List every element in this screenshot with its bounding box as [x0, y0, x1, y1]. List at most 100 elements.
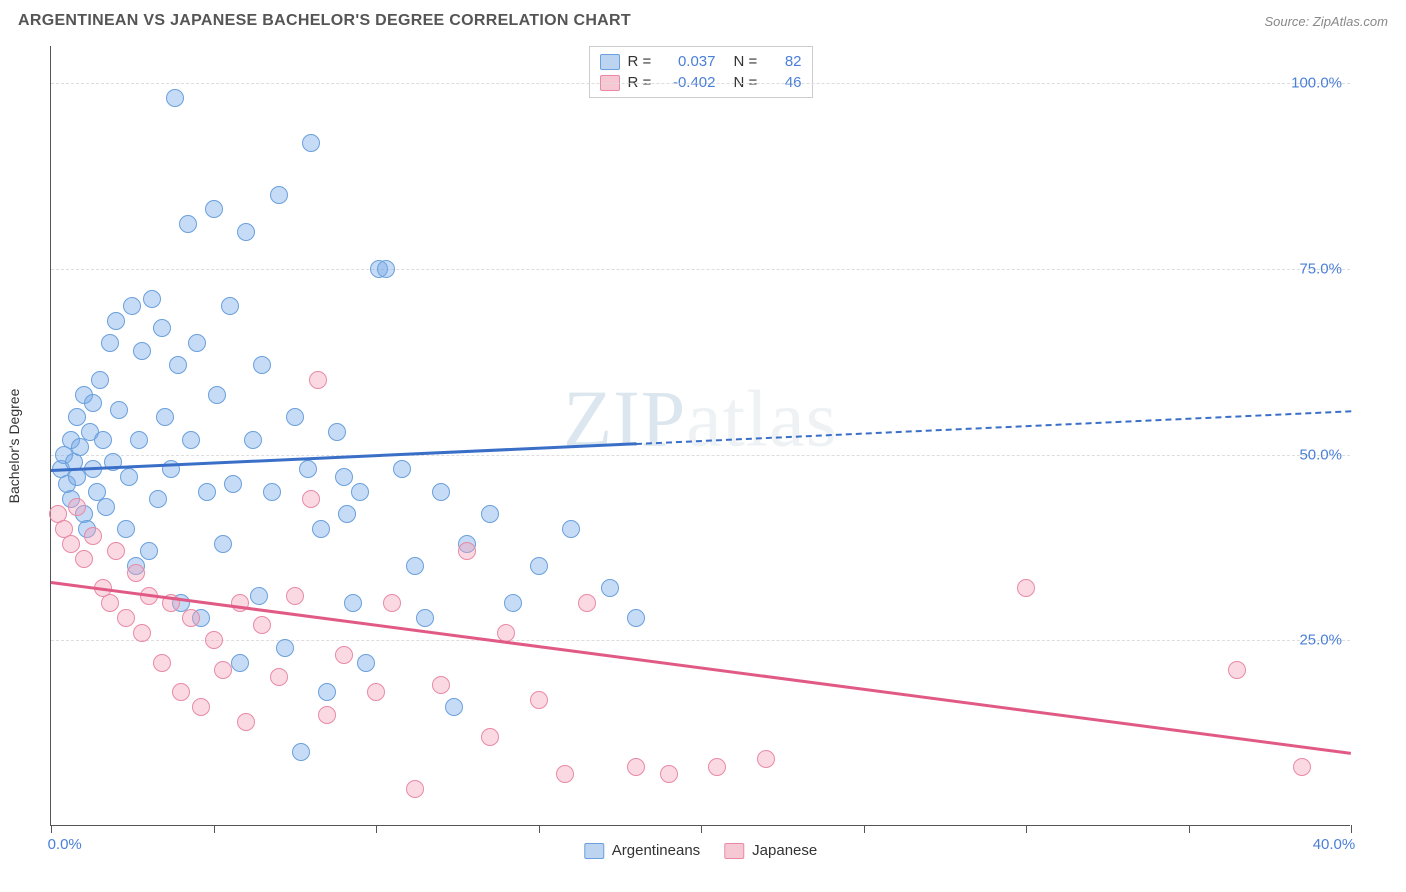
- data-point-japanese: [367, 683, 385, 701]
- data-point-argentineans: [188, 334, 206, 352]
- data-point-japanese: [84, 527, 102, 545]
- data-point-argentineans: [562, 520, 580, 538]
- data-point-argentineans: [94, 431, 112, 449]
- data-point-japanese: [205, 631, 223, 649]
- data-point-japanese: [270, 668, 288, 686]
- gridline: [51, 640, 1350, 641]
- data-point-japanese: [660, 765, 678, 783]
- data-point-japanese: [627, 758, 645, 776]
- data-point-argentineans: [601, 579, 619, 597]
- data-point-argentineans: [101, 334, 119, 352]
- data-point-argentineans: [432, 483, 450, 501]
- data-point-argentineans: [286, 408, 304, 426]
- data-point-argentineans: [156, 408, 174, 426]
- gridline: [51, 269, 1350, 270]
- data-point-japanese: [757, 750, 775, 768]
- y-tick-label: 100.0%: [1291, 75, 1342, 92]
- x-tick: [864, 825, 865, 833]
- data-point-argentineans: [250, 587, 268, 605]
- gridline: [51, 83, 1350, 84]
- data-point-japanese: [172, 683, 190, 701]
- data-point-japanese: [133, 624, 151, 642]
- data-point-japanese: [286, 587, 304, 605]
- data-point-japanese: [182, 609, 200, 627]
- data-point-argentineans: [312, 520, 330, 538]
- legend-r-value: 0.037: [666, 53, 716, 70]
- data-point-argentineans: [221, 297, 239, 315]
- data-point-japanese: [1293, 758, 1311, 776]
- y-axis-label: Bachelor's Degree: [6, 389, 22, 504]
- legend-series-item: Japanese: [724, 842, 817, 859]
- data-point-argentineans: [117, 520, 135, 538]
- data-point-argentineans: [276, 639, 294, 657]
- legend-r-label: R =: [628, 53, 658, 70]
- data-point-japanese: [335, 646, 353, 664]
- data-point-argentineans: [123, 297, 141, 315]
- data-point-argentineans: [97, 498, 115, 516]
- data-point-argentineans: [120, 468, 138, 486]
- data-point-japanese: [62, 535, 80, 553]
- data-point-argentineans: [344, 594, 362, 612]
- data-point-argentineans: [68, 408, 86, 426]
- data-point-argentineans: [263, 483, 281, 501]
- data-point-argentineans: [416, 609, 434, 627]
- watermark: ZIPatlas: [563, 374, 838, 465]
- data-point-argentineans: [445, 698, 463, 716]
- data-point-argentineans: [231, 654, 249, 672]
- data-point-argentineans: [335, 468, 353, 486]
- data-point-argentineans: [140, 542, 158, 560]
- data-point-argentineans: [133, 342, 151, 360]
- data-point-japanese: [309, 371, 327, 389]
- data-point-japanese: [237, 713, 255, 731]
- x-tick: [701, 825, 702, 833]
- y-tick-label: 50.0%: [1299, 446, 1342, 463]
- data-point-argentineans: [237, 223, 255, 241]
- data-point-japanese: [406, 780, 424, 798]
- data-point-japanese: [708, 758, 726, 776]
- data-point-argentineans: [153, 319, 171, 337]
- x-tick: [1351, 825, 1352, 833]
- data-point-japanese: [214, 661, 232, 679]
- data-point-japanese: [1017, 579, 1035, 597]
- data-point-japanese: [556, 765, 574, 783]
- data-point-argentineans: [110, 401, 128, 419]
- x-tick-label: 40.0%: [1313, 836, 1356, 853]
- data-point-japanese: [117, 609, 135, 627]
- source-attribution: Source: ZipAtlas.com: [1264, 14, 1388, 29]
- data-point-argentineans: [270, 186, 288, 204]
- legend-series-item: Argentineans: [584, 842, 700, 859]
- data-point-argentineans: [318, 683, 336, 701]
- data-point-japanese: [101, 594, 119, 612]
- data-point-japanese: [578, 594, 596, 612]
- x-tick: [214, 825, 215, 833]
- data-point-argentineans: [377, 260, 395, 278]
- legend-stats: R =0.037N =82R =-0.402N =46: [589, 46, 813, 98]
- legend-swatch: [724, 843, 744, 859]
- data-point-japanese: [107, 542, 125, 560]
- data-point-argentineans: [198, 483, 216, 501]
- trend-line: [636, 410, 1351, 445]
- y-tick-label: 75.0%: [1299, 260, 1342, 277]
- gridline: [51, 455, 1350, 456]
- data-point-argentineans: [357, 654, 375, 672]
- data-point-argentineans: [328, 423, 346, 441]
- data-point-argentineans: [406, 557, 424, 575]
- x-tick: [51, 825, 52, 833]
- legend-n-label: N =: [734, 53, 764, 70]
- data-point-japanese: [302, 490, 320, 508]
- data-point-argentineans: [91, 371, 109, 389]
- data-point-argentineans: [205, 200, 223, 218]
- data-point-argentineans: [208, 386, 226, 404]
- data-point-japanese: [1228, 661, 1246, 679]
- data-point-japanese: [192, 698, 210, 716]
- data-point-argentineans: [299, 460, 317, 478]
- data-point-argentineans: [84, 394, 102, 412]
- y-tick-label: 25.0%: [1299, 632, 1342, 649]
- data-point-argentineans: [504, 594, 522, 612]
- data-point-argentineans: [393, 460, 411, 478]
- data-point-argentineans: [166, 89, 184, 107]
- data-point-japanese: [75, 550, 93, 568]
- data-point-argentineans: [302, 134, 320, 152]
- data-point-argentineans: [107, 312, 125, 330]
- chart-header: ARGENTINEAN VS JAPANESE BACHELOR'S DEGRE…: [0, 0, 1406, 38]
